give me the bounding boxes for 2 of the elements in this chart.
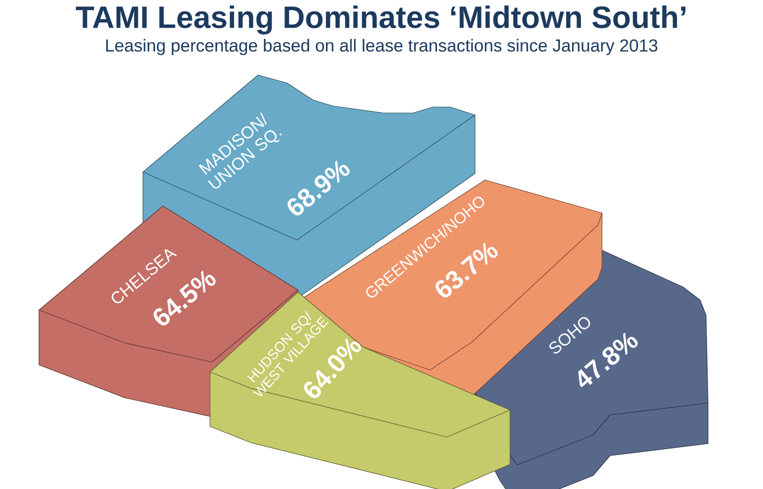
text: TAMI Leasing Dominates ‘Midtown South’	[76, 6, 686, 34]
text: Leasing percentage based on all lease transactions since January 2013	[106, 38, 658, 56]
